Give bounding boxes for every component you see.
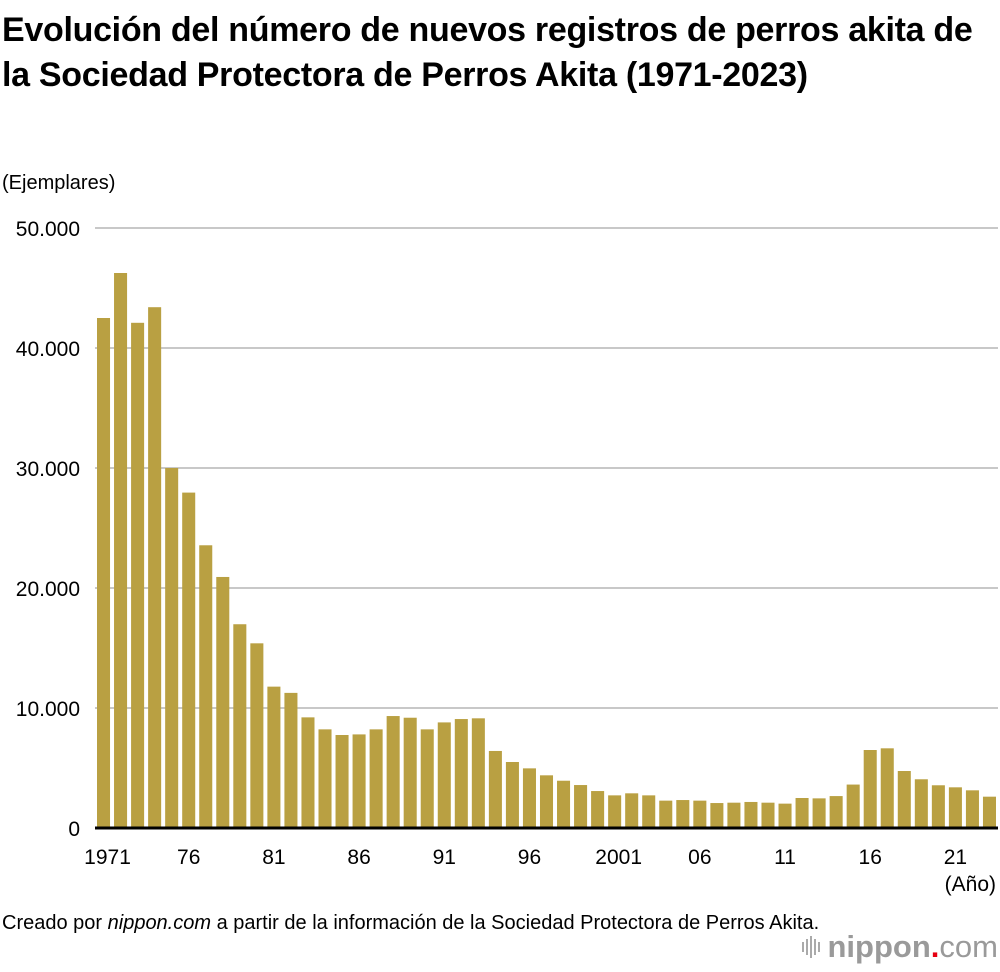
source-suffix: a partir de la información de la Socieda… <box>211 912 820 934</box>
x-axis-tick-labels: 1971 76 81 86 91 96 2001 06 11 16 21 <box>84 846 967 869</box>
bar-1999 <box>574 785 588 828</box>
bar-2018 <box>897 771 911 828</box>
logo-tld: com <box>939 929 998 964</box>
x-tick-label: 11 <box>774 846 796 869</box>
x-axis-unit-label: (Año) <box>944 873 996 896</box>
logo-wordmark: nippon.com <box>828 929 999 965</box>
source-brand: nippon.com <box>107 912 212 934</box>
x-tick-label: 76 <box>177 846 200 869</box>
bar-1990 <box>420 729 434 828</box>
x-tick-label: 86 <box>347 846 370 869</box>
bar-1985 <box>335 735 349 828</box>
bar-2020 <box>931 785 945 828</box>
bar-2017 <box>880 748 894 828</box>
bar-1996 <box>522 768 536 828</box>
bar-1976 <box>182 492 196 828</box>
bar-2001 <box>608 795 622 828</box>
y-tick-label: 50.000 <box>16 218 80 241</box>
source-note: Creado por nippon.com a partir de la inf… <box>2 910 819 937</box>
x-tick-label: 81 <box>262 846 285 869</box>
bar-2011 <box>778 803 792 828</box>
bar-1993 <box>471 718 485 828</box>
bar-2004 <box>659 800 673 828</box>
bar-2013 <box>812 798 826 828</box>
y-axis-unit-label: (Ejemplares) <box>2 172 116 194</box>
bar-1972 <box>114 273 128 828</box>
x-tick-label: 2001 <box>595 846 642 869</box>
logo-dot: . <box>930 929 940 964</box>
bar-1991 <box>437 722 451 828</box>
bar-1989 <box>403 717 417 828</box>
y-axis-tick-labels: 0 10.000 20.000 30.000 40.000 50.000 <box>16 218 80 841</box>
bar-2016 <box>863 750 877 828</box>
gridlines <box>95 227 998 709</box>
x-tick-label: 16 <box>859 846 882 869</box>
bar-2005 <box>676 800 690 828</box>
bar-2007 <box>710 803 724 828</box>
bar-1995 <box>505 762 519 828</box>
bar-2023 <box>982 796 996 828</box>
bar-1987 <box>369 729 383 828</box>
source-prefix: Creado por <box>2 912 108 934</box>
bar-2009 <box>744 801 758 828</box>
bar-1998 <box>557 780 571 828</box>
bar-1982 <box>284 692 298 828</box>
bar-1986 <box>352 734 366 828</box>
bar-2000 <box>591 791 605 828</box>
nippon-logo: nippon.com <box>801 929 999 965</box>
bar-2003 <box>642 795 656 828</box>
x-tick-label: 06 <box>688 846 711 869</box>
bar-2015 <box>846 784 860 828</box>
x-tick-label: 91 <box>433 846 456 869</box>
bar-1974 <box>148 307 162 828</box>
bar-1988 <box>386 716 400 828</box>
bar-1983 <box>301 717 315 828</box>
bar-1981 <box>267 686 281 828</box>
y-tick-label: 10.000 <box>16 698 80 721</box>
bar-1977 <box>199 545 213 828</box>
y-tick-label: 0 <box>68 818 80 841</box>
bar-1973 <box>131 322 145 828</box>
bar-1971 <box>97 318 111 828</box>
x-tick-label: 1971 <box>84 846 131 869</box>
bar-2021 <box>948 787 962 828</box>
bars <box>97 273 996 828</box>
bar-1984 <box>318 729 332 828</box>
chart-title: Evolución del número de nuevos registros… <box>2 11 973 94</box>
y-tick-label: 30.000 <box>16 458 80 481</box>
bar-2019 <box>914 779 928 828</box>
bar-2008 <box>727 802 741 828</box>
bar-1979 <box>233 624 247 828</box>
bar-1978 <box>216 576 230 828</box>
y-tick-label: 20.000 <box>16 578 80 601</box>
y-tick-label: 40.000 <box>16 338 80 361</box>
bar-1997 <box>539 775 554 828</box>
logo-name: nippon <box>827 929 931 964</box>
bar-2006 <box>693 800 707 828</box>
bar-1992 <box>454 719 468 828</box>
bar-2012 <box>795 798 809 828</box>
bar-1994 <box>488 750 502 828</box>
x-tick-label: 21 <box>944 846 967 869</box>
logo-soundwave-icon <box>801 936 820 958</box>
x-tick-label: 96 <box>518 846 541 869</box>
bar-2002 <box>625 793 639 828</box>
bar-1980 <box>250 643 264 828</box>
bar-2014 <box>829 796 843 828</box>
bar-1975 <box>165 468 179 828</box>
bar-2010 <box>761 802 775 828</box>
bar-2022 <box>965 790 979 828</box>
